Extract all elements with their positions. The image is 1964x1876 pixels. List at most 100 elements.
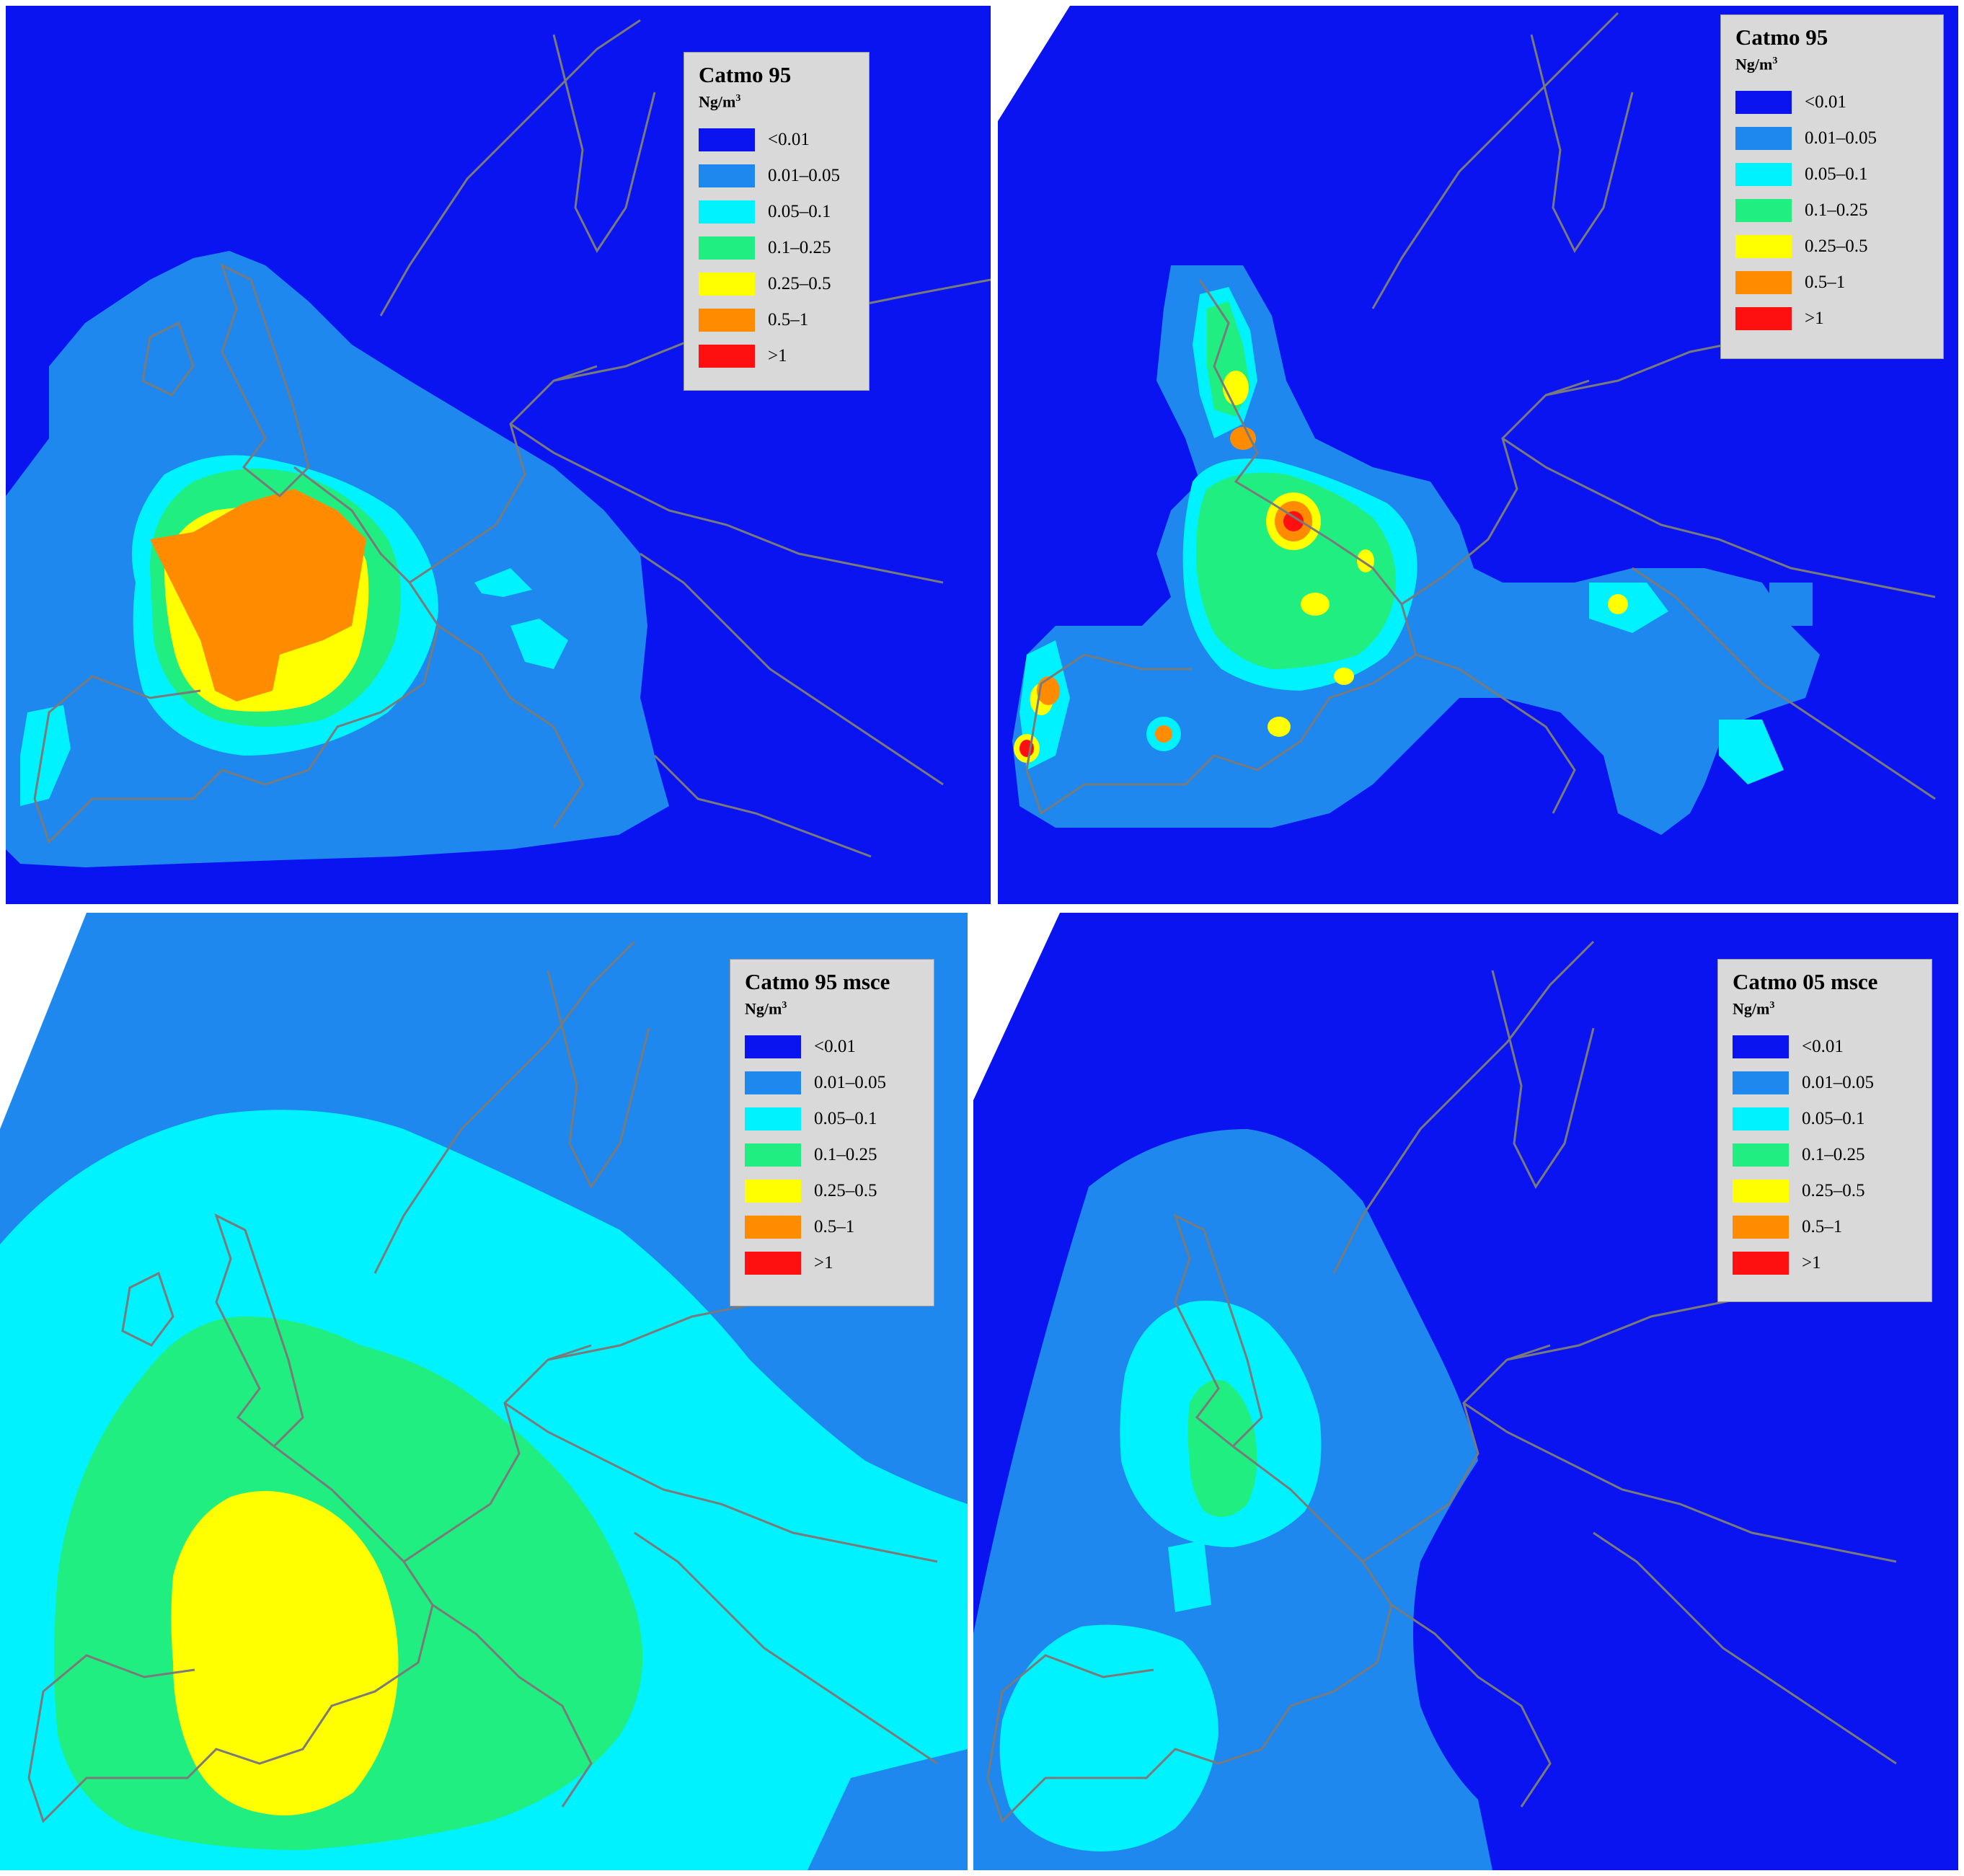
legend-label: <0.01: [814, 1037, 856, 1057]
legend-label: 0.25–0.5: [1805, 236, 1868, 257]
legend-title: Catmo 05 msce: [1733, 969, 1878, 994]
legend-entry: <0.01: [1735, 84, 1929, 120]
legend-label: 0.25–0.5: [814, 1181, 877, 1201]
legend-rows: <0.01 0.01–0.05 0.05–0.1 0.1–0.25 0.25–0.5 0.…: [745, 1029, 919, 1281]
map-panel-catmo-95-msce: Catmo 95 msce Ng/m3 <0.01 0.01–0.05 0.05–0…: [0, 913, 968, 1870]
legend-swatch: [699, 345, 755, 368]
concentration-map: [973, 913, 1958, 1870]
legend-entry: 0.1–0.25: [699, 230, 854, 266]
legend-label: 0.1–0.25: [814, 1145, 877, 1165]
legend-swatch: [1735, 307, 1792, 331]
legend-entry: <0.01: [1733, 1029, 1917, 1065]
legend-swatch: [745, 1071, 801, 1095]
legend-entry: 0.01–0.05: [1735, 120, 1929, 156]
legend-entry: 0.05–0.1: [745, 1101, 919, 1137]
legend-swatch: [1735, 235, 1792, 259]
legend-label: 0.05–0.1: [1802, 1109, 1865, 1129]
legend-swatch: [699, 200, 755, 224]
legend-label: 0.1–0.25: [1802, 1145, 1865, 1165]
legend-swatch: [1733, 1071, 1789, 1095]
legend-label: >1: [1802, 1253, 1821, 1273]
legend-entry: >1: [1735, 301, 1929, 337]
legend-entry: 0.5–1: [1733, 1209, 1917, 1245]
legend-entry: >1: [1733, 1245, 1917, 1281]
legend-label: <0.01: [1802, 1037, 1844, 1057]
legend-entry: 0.1–0.25: [1735, 193, 1929, 229]
legend-swatch: [699, 273, 755, 296]
legend-entry: 0.05–0.1: [699, 194, 854, 230]
legend-title: Catmo 95: [1735, 25, 1828, 50]
legend-rows: <0.01 0.01–0.05 0.05–0.1 0.1–0.25 0.25–0.5 0.…: [1733, 1029, 1917, 1281]
legend-swatch: [699, 128, 755, 152]
legend-entry: 0.5–1: [699, 302, 854, 338]
legend-swatch: [1733, 1143, 1789, 1167]
legend-entry: 0.25–0.5: [699, 266, 854, 302]
legend-entry: 0.5–1: [745, 1209, 919, 1245]
legend-rows: <0.01 0.01–0.05 0.05–0.1 0.1–0.25 0.25–0.5 0.…: [699, 122, 854, 374]
legend-unit: Ng/m3: [1735, 55, 1778, 74]
map-panel-catmo-95-b: Catmo 95 Ng/m3 <0.01 0.01–0.05 0.05–0.1 0.1…: [998, 6, 1958, 904]
legend-swatch: [699, 309, 755, 332]
legend-swatch: [1733, 1107, 1789, 1131]
legend-label: 0.5–1: [814, 1217, 855, 1237]
legend: Catmo 05 msce Ng/m3 <0.01 0.01–0.05 0.05–0…: [1717, 959, 1932, 1302]
legend-entry: 0.25–0.5: [745, 1173, 919, 1209]
legend: Catmo 95 Ng/m3 <0.01 0.01–0.05 0.05–0.1 0.1…: [1720, 14, 1944, 359]
legend: Catmo 95 Ng/m3 <0.01 0.01–0.05 0.05–0.1 0.1…: [684, 52, 870, 391]
legend-label: 0.05–0.1: [768, 202, 831, 222]
legend-unit: Ng/m3: [1733, 999, 1775, 1018]
legend-swatch: [745, 1216, 801, 1239]
legend-swatch: [1735, 271, 1792, 295]
legend-rows: <0.01 0.01–0.05 0.05–0.1 0.1–0.25 0.25–0.5 0.…: [1735, 84, 1929, 337]
legend-swatch: [1733, 1252, 1789, 1275]
legend-swatch: [745, 1035, 801, 1059]
legend-label: 0.01–0.05: [1805, 128, 1877, 149]
concentration-map: [0, 913, 968, 1870]
legend-entry: 0.01–0.05: [699, 158, 854, 194]
legend-title: Catmo 95 msce: [745, 969, 890, 994]
legend-entry: <0.01: [699, 122, 854, 158]
legend-swatch: [745, 1143, 801, 1167]
legend-label: >1: [768, 346, 787, 366]
legend-swatch: [745, 1180, 801, 1203]
legend-entry: <0.01: [745, 1029, 919, 1065]
legend-swatch: [745, 1107, 801, 1131]
legend-label: 0.01–0.05: [814, 1073, 886, 1093]
legend-label: <0.01: [768, 130, 810, 150]
legend-entry: 0.05–0.1: [1733, 1101, 1917, 1137]
legend-swatch: [1735, 127, 1792, 151]
legend-unit: Ng/m3: [745, 999, 787, 1018]
legend-swatch: [1735, 91, 1792, 115]
legend-entry: >1: [745, 1245, 919, 1281]
map-panel-catmo-05-msce: Catmo 05 msce Ng/m3 <0.01 0.01–0.05 0.05–0…: [973, 913, 1958, 1870]
legend-entry: >1: [699, 338, 854, 374]
legend-swatch: [699, 164, 755, 188]
legend-label: <0.01: [1805, 92, 1846, 112]
legend-entry: 0.5–1: [1735, 265, 1929, 301]
legend-swatch: [1733, 1216, 1789, 1239]
legend-entry: 0.25–0.5: [1735, 229, 1929, 265]
legend-label: 0.1–0.25: [768, 238, 831, 258]
legend-entry: 0.1–0.25: [745, 1137, 919, 1173]
legend: Catmo 95 msce Ng/m3 <0.01 0.01–0.05 0.05–0…: [730, 959, 934, 1306]
legend-label: 0.1–0.25: [1805, 200, 1868, 221]
legend-entry: 0.25–0.5: [1733, 1173, 1917, 1209]
legend-entry: 0.05–0.1: [1735, 156, 1929, 193]
legend-swatch: [1735, 163, 1792, 187]
legend-swatch: [1733, 1180, 1789, 1203]
legend-entry: 0.1–0.25: [1733, 1137, 1917, 1173]
legend-label: 0.5–1: [768, 310, 809, 330]
legend-unit: Ng/m3: [699, 92, 741, 111]
legend-label: 0.5–1: [1802, 1217, 1843, 1237]
legend-label: 0.01–0.05: [768, 166, 840, 186]
legend-entry: 0.01–0.05: [1733, 1065, 1917, 1101]
legend-label: 0.05–0.1: [814, 1109, 877, 1129]
legend-swatch: [1735, 199, 1792, 223]
legend-swatch: [1733, 1035, 1789, 1059]
map-panel-catmo-95-a: Catmo 95 Ng/m3 <0.01 0.01–0.05 0.05–0.1 0.1…: [6, 6, 991, 904]
legend-label: 0.05–0.1: [1805, 164, 1868, 185]
legend-label: >1: [814, 1253, 833, 1273]
legend-entry: 0.01–0.05: [745, 1065, 919, 1101]
legend-label: 0.01–0.05: [1802, 1073, 1874, 1093]
legend-label: 0.25–0.5: [1802, 1181, 1865, 1201]
